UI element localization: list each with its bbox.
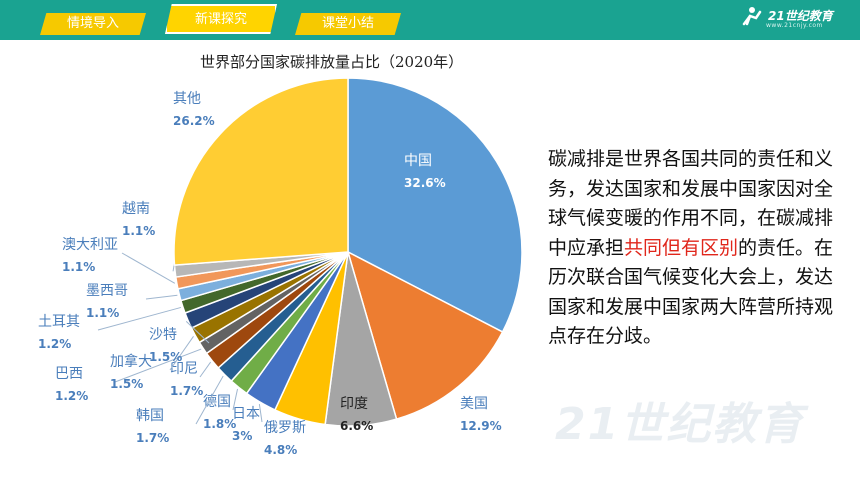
slice-label: 越南 [122,201,150,217]
chart-title: 世界部分国家碳排放量占比（2020年） [200,53,464,71]
slice-value-label: 1.1% [86,306,119,320]
slice-label: 俄罗斯 [264,420,306,436]
slice-value-label: 26.2% [173,114,215,128]
leader-line [199,361,212,378]
slice-value-label: 4.8% [264,443,297,457]
slice-label: 墨西哥 [86,283,128,299]
slice-value-label: 1.2% [55,389,88,403]
top-navigation-bar: 情境导入 新课探究 课堂小结 21世纪教育 www.21cnjy.com [0,0,860,40]
leader-line [258,403,263,423]
note-text-after: 的责任。在历次联合国气候变化大会上，发达国家和发展中国家两大阵营所持观点存在分歧… [548,236,834,348]
tab-new-lesson[interactable]: 新课探究 [165,4,277,34]
slice-label: 美国 [460,396,488,412]
slice-label: 印度 [340,396,368,412]
slice-label: 加拿大 [110,353,152,370]
slice-value-label: 1.5% [149,350,182,364]
pie-slice [347,77,523,333]
slice-value-label: 12.9% [460,419,502,433]
slice-value-label: 6.6% [340,419,373,433]
runner-logo-icon [742,7,762,26]
slice-value-label: 1.1% [62,260,95,274]
leader-line [97,306,182,331]
logo-url: www.21cnjy.com [766,22,823,29]
leader-line [169,336,194,371]
leader-line [195,375,224,425]
slice-label: 德国 [203,394,231,410]
slice-label: 韩国 [136,408,164,424]
tab-intro[interactable]: 情境导入 [40,13,146,35]
leader-line [121,252,176,284]
slice-label: 巴西 [55,366,83,382]
slice-value-label: 32.6% [404,176,446,190]
slice-label: 澳大利亚 [62,237,118,253]
slice-value-label: 1.7% [136,431,169,445]
slice-value-label: 1.7% [170,384,203,398]
leader-line [145,294,178,300]
leader-line [114,348,202,383]
pie-slice [173,77,349,266]
slice-label: 沙特 [149,327,177,343]
slice-value-label: 1.5% [110,377,143,391]
note-highlight: 共同但有区别 [624,236,739,259]
slice-label: 中国 [404,153,432,169]
explanation-text: 碳减排是世界各国共同的责任和义务，发达国家和发展中国家因对全球气候变暖的作用不同… [548,145,848,352]
logo-text: 21世纪教育 [768,9,833,23]
slice-value-label: 1.1% [122,224,155,238]
slice-label: 其他 [173,91,201,107]
tab-summary[interactable]: 课堂小结 [295,13,401,35]
watermark: 21世纪教育 [555,399,805,450]
slice-value-label: 1.2% [38,337,71,351]
slice-label: 印尼 [170,361,198,377]
slice-value-label: 3% [232,429,252,443]
slice-label: 日本 [232,406,260,422]
leader-line [232,388,239,411]
leader-line [185,321,210,344]
pie-slice [346,250,504,421]
slice-value-label: 1.8% [203,417,236,431]
slice-label: 土耳其 [38,314,80,330]
note-text-before: 碳减排是世界各国共同的责任和义务，发达国家和发展中国家因对全球气候变暖的作用不同… [548,148,834,259]
